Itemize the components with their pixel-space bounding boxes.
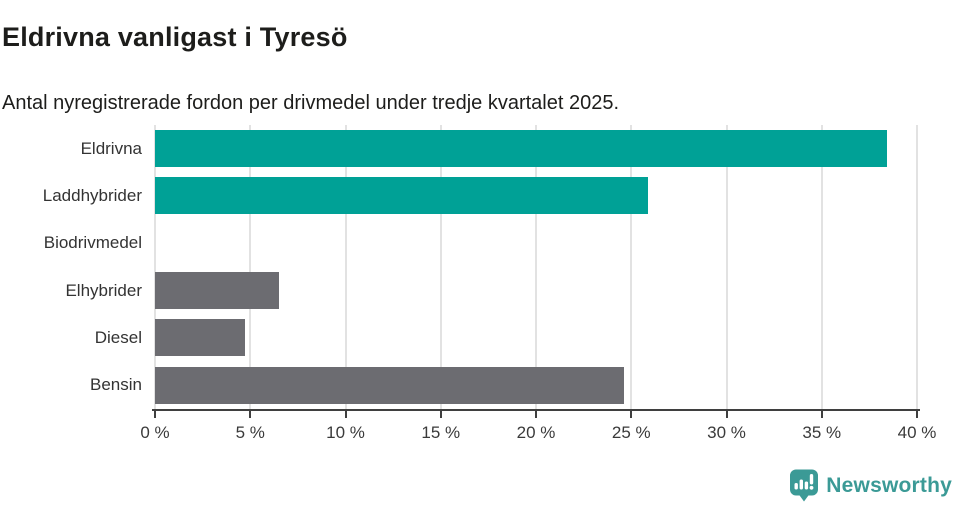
bar-row: Elhybrider bbox=[65, 267, 917, 314]
bar-chart-speech-bubble-icon bbox=[789, 469, 819, 502]
category-label: Bensin bbox=[90, 375, 142, 395]
category-label: Elhybrider bbox=[65, 280, 142, 300]
axis-tick-label: 25 % bbox=[611, 423, 651, 442]
bar bbox=[155, 319, 245, 357]
newsworthy-logo: Newsworthy bbox=[789, 469, 952, 502]
axis-tick bbox=[725, 411, 728, 418]
axis-tick bbox=[439, 411, 442, 418]
axis-tick bbox=[344, 411, 347, 418]
bar bbox=[155, 130, 887, 168]
axis-tick-label: 30 % bbox=[707, 423, 746, 442]
gridline bbox=[344, 125, 347, 409]
bar bbox=[155, 177, 649, 215]
axis-tick-label: 35 % bbox=[802, 423, 842, 442]
axis-tick bbox=[820, 411, 823, 418]
axis-tick bbox=[154, 411, 156, 418]
gridline bbox=[725, 125, 728, 409]
axis-tick-label: 15 % bbox=[421, 423, 461, 442]
axis-tick bbox=[535, 411, 537, 418]
bar-row: Eldrivna bbox=[81, 125, 917, 172]
category-label: Laddhybrider bbox=[42, 185, 142, 205]
bar-row: Bensin bbox=[90, 362, 917, 409]
bar-chart: Eldrivna Laddhybrider Biodrivmedel Elhyb… bbox=[43, 125, 936, 442]
category-label: Eldrivna bbox=[80, 138, 142, 158]
bar-row: Diesel bbox=[95, 314, 917, 361]
bar bbox=[155, 366, 624, 404]
axis-tick-label: 10 % bbox=[326, 423, 365, 442]
axis-tick-label: 0 % bbox=[140, 423, 170, 442]
gridline bbox=[630, 125, 633, 409]
brand-name: Newsworthy bbox=[826, 473, 952, 497]
axis-tick bbox=[916, 411, 918, 418]
axis-tick-label: 40 % bbox=[897, 423, 937, 442]
bar-rows: Eldrivna Laddhybrider Biodrivmedel Elhyb… bbox=[43, 125, 917, 409]
bar-row: Biodrivmedel bbox=[44, 220, 917, 267]
bar-row: Laddhybrider bbox=[43, 172, 917, 219]
gridline bbox=[154, 125, 156, 409]
axis-tick-label: 5 % bbox=[235, 423, 265, 442]
gridline bbox=[249, 125, 252, 409]
category-label: Biodrivmedel bbox=[43, 233, 142, 253]
gridline bbox=[820, 125, 823, 409]
gridline bbox=[916, 125, 918, 409]
gridline bbox=[535, 125, 537, 409]
axis-tick-label: 20 % bbox=[516, 423, 556, 442]
chart-subtitle: Antal nyregistrerade fordon per drivmede… bbox=[2, 92, 620, 114]
bar bbox=[155, 272, 279, 310]
page-title: Eldrivna vanligast i Tyresö bbox=[2, 22, 348, 53]
axis-tick bbox=[630, 411, 633, 418]
category-label: Diesel bbox=[94, 327, 142, 347]
gridline bbox=[439, 125, 442, 409]
axis-tick bbox=[249, 411, 252, 418]
x-axis-line bbox=[152, 409, 920, 411]
